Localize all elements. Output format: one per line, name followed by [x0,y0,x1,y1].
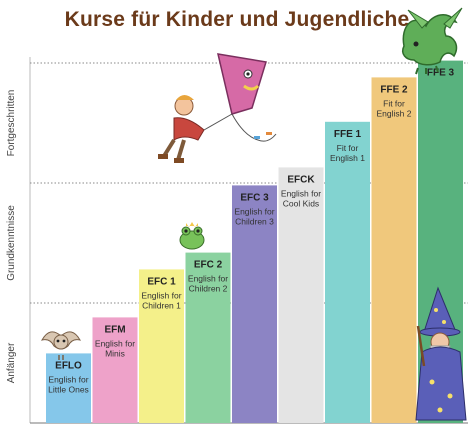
bar-name-label: English for Minis [95,338,135,358]
stage-label-3: Fortgeschritten [6,90,17,157]
bar-name-label: English for Children 3 [234,206,274,226]
bar-code-label: FFE 3 [427,68,455,79]
bar-name-label: English for Children 1 [141,290,181,310]
wizard-illustration [415,286,467,421]
bar-code-label: FFE 1 [334,129,362,140]
bar-efc-1 [139,269,184,423]
bat-illustration [40,331,82,360]
bar-name-label: English for Little Ones [48,374,89,394]
bar-code-label: EFC 1 [147,276,176,287]
bar-efck [278,167,324,423]
bar-efc-2 [185,252,231,423]
bar-efm [92,317,138,423]
bar-name-label: Fit for English 1 [330,143,365,163]
bar-name-label: English for Children 2 [188,274,228,294]
kite-child-illustration [158,53,277,163]
bar-name-label: Fit for English 2 [377,98,412,118]
bar-code-label: EFCK [287,174,315,185]
bar-eflo [46,353,91,423]
bar-ffe-1 [325,121,370,424]
bar-efc-3 [232,185,277,423]
bar-code-label: EFC 2 [194,260,223,271]
stage-label-2: Grundkenntnisse [6,205,17,281]
stage-label-1: Anfänger [6,342,17,383]
bar-name-label: English for Cool Kids [281,188,321,208]
dragon-illustration [402,7,463,75]
bar-code-label: EFLO [55,360,82,371]
frog-illustration [179,222,205,250]
bar-code-label: FFE 2 [380,84,408,95]
bar-code-label: EFC 3 [240,192,269,203]
bar-ffe-2 [371,77,417,424]
bar-code-label: EFM [104,324,125,335]
page-title: Kurse für Kinder und Jugendliche [64,8,410,31]
